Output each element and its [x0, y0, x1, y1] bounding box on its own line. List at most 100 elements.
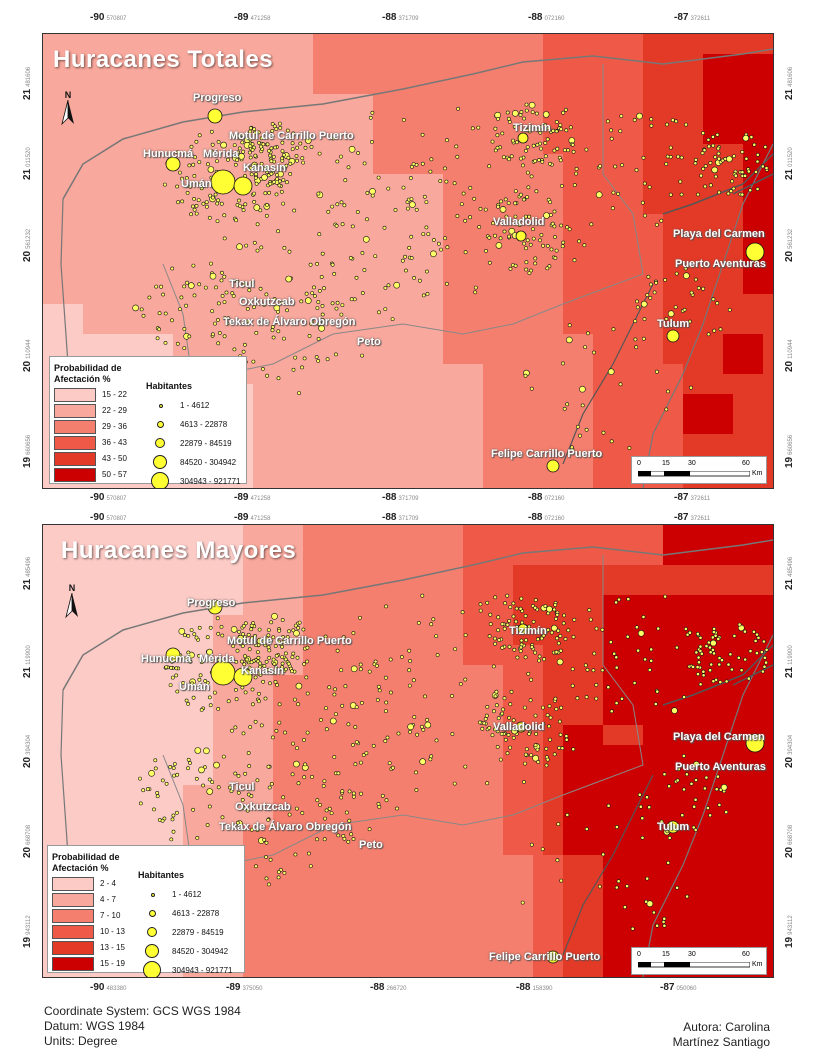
locality-point [314, 825, 319, 830]
locality-point [564, 737, 569, 742]
locality-point [275, 176, 280, 181]
locality-point [476, 125, 481, 130]
locality-point [713, 633, 718, 638]
locality-point [533, 256, 538, 261]
locality-point [209, 261, 213, 266]
locality-point [429, 754, 434, 759]
locality-point [164, 781, 169, 786]
locality-point [203, 285, 208, 290]
city-label: Ticul [229, 278, 255, 290]
locality-point [572, 183, 577, 187]
lat-tick: 21119900 [784, 645, 795, 678]
locality-point [315, 306, 320, 311]
locality-point [617, 597, 621, 602]
locality-point [320, 303, 325, 308]
locality-point [192, 196, 197, 201]
locality-point [556, 641, 561, 646]
locality-point [760, 650, 764, 655]
locality-point [577, 239, 582, 244]
locality-point [287, 812, 292, 817]
locality-point [216, 785, 221, 790]
locality-point [159, 284, 164, 289]
author-line: Martínez Santiago [672, 1035, 770, 1049]
locality-point [348, 146, 356, 153]
locality-point [539, 146, 543, 151]
locality-point [277, 179, 282, 184]
locality-point [611, 190, 616, 195]
locality-point [302, 775, 307, 780]
locality-point [645, 876, 650, 881]
locality-point [358, 667, 363, 672]
locality-point [752, 142, 757, 147]
locality-point [266, 817, 271, 822]
locality-point [522, 197, 526, 202]
locality-point [420, 724, 424, 729]
locality-point [554, 248, 559, 253]
locality-point [495, 242, 503, 249]
city-label: Oxkutzcab [239, 296, 295, 308]
lat-tick: 19660656 [22, 434, 33, 468]
locality-point [250, 148, 255, 152]
locality-point [267, 655, 272, 660]
locality-point [682, 753, 686, 758]
locality-point [701, 669, 706, 674]
locality-point [241, 321, 246, 326]
locality-point [649, 282, 653, 287]
locality-point [271, 154, 276, 159]
locality-point [271, 635, 276, 640]
locality-point [250, 687, 255, 692]
locality-point [412, 715, 417, 719]
locality-point [708, 650, 713, 655]
locality-point [250, 280, 255, 285]
locality-point [222, 236, 227, 241]
locality-point [244, 243, 249, 248]
locality-point [612, 651, 617, 656]
locality-point [671, 707, 678, 714]
locality-point [522, 780, 526, 784]
locality-point [732, 154, 736, 159]
locality-point [290, 141, 295, 146]
locality-point [755, 651, 759, 656]
locality-point [490, 139, 495, 144]
locality-point [544, 763, 549, 768]
locality-point [508, 702, 513, 707]
locality-point [198, 181, 203, 186]
locality-point [217, 331, 222, 335]
locality-point [331, 136, 336, 141]
locality-point [305, 659, 310, 664]
locality-point [720, 783, 728, 791]
city-label: Puerto Aventuras [675, 258, 766, 270]
locality-point [699, 173, 704, 178]
locality-point [761, 669, 765, 674]
locality-point [189, 144, 194, 149]
legend-item: 304943 - 921771 [138, 961, 233, 977]
legend-item: 84520 - 304942 [138, 942, 233, 961]
locality-point [322, 286, 326, 291]
locality-point [408, 729, 412, 734]
locality-point [676, 154, 681, 159]
locality-point [320, 317, 325, 322]
legend-item: 84520 - 304942 [146, 453, 241, 472]
locality-point [332, 692, 337, 697]
locality-point [496, 204, 501, 209]
locality-point [321, 784, 326, 788]
locality-point [685, 772, 689, 777]
locality-point [425, 717, 430, 722]
locality-point [263, 643, 268, 648]
locality-point [248, 144, 253, 149]
locality-point [720, 158, 725, 163]
locality-point [620, 163, 624, 167]
north-arrow-icon: N [65, 583, 79, 621]
locality-point [565, 336, 573, 344]
locality-point [652, 290, 657, 295]
lon-tick: -87 372611 [674, 492, 711, 503]
locality-point [634, 168, 639, 173]
locality-point [463, 218, 468, 223]
locality-point [523, 761, 527, 766]
locality-point [506, 116, 511, 121]
locality-point [254, 864, 258, 869]
locality-point [254, 330, 259, 335]
locality-point [248, 126, 253, 131]
locality-point [390, 317, 395, 322]
locality-point [676, 767, 681, 772]
